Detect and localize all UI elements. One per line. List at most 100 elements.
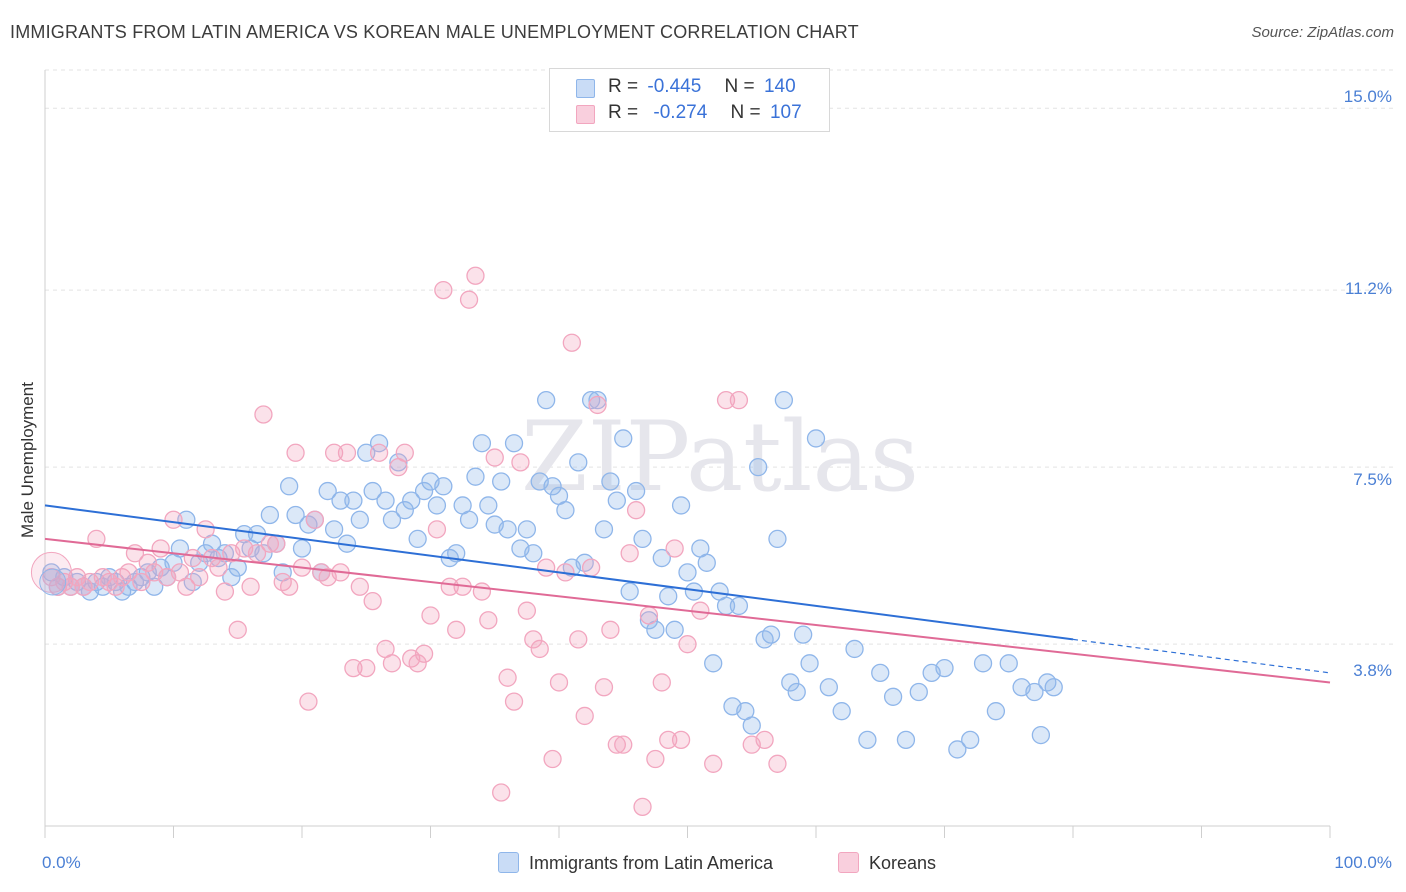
data-point-koreans [498,668,517,687]
data-point-koreans [659,730,678,750]
y-tick-label: 11.2% [1345,279,1392,298]
data-point-latin-america [871,663,890,683]
data-point-koreans [633,797,652,817]
chart-title: IMMIGRANTS FROM LATIN AMERICA VS KOREAN … [10,22,859,42]
data-point-latin-america [504,434,524,453]
data-point-koreans [768,754,787,773]
n-value: 107 [769,102,802,123]
trendline-extension-latin-america [1072,638,1331,674]
data-point-latin-america [408,529,427,549]
legend-label: Koreans [869,853,937,873]
data-point-latin-america [652,548,671,568]
data-point-latin-america [594,520,614,539]
data-point-koreans [196,520,215,539]
data-point-latin-america [742,716,761,735]
data-point-latin-america [569,453,588,472]
n-label: N = [724,76,755,97]
cluster-point-latin-america [39,568,67,596]
data-point-latin-america [556,501,575,520]
data-point-koreans [267,534,286,553]
n-value: 140 [763,76,796,97]
data-point-latin-america [363,481,382,501]
data-point-koreans [537,558,556,577]
data-point-latin-america [434,477,453,496]
data-point-koreans [164,510,183,529]
data-point-koreans [369,443,389,462]
data-point-koreans [286,443,305,462]
data-point-latin-america [601,472,620,491]
data-point-latin-america [376,491,395,510]
data-point-latin-america [800,654,819,673]
data-point-koreans [414,644,434,663]
data-point-latin-america [279,477,299,496]
data-point-koreans [350,577,369,596]
data-point-koreans [492,783,511,802]
data-point-latin-america [414,481,434,501]
data-point-latin-america [543,477,562,496]
data-point-latin-america [999,654,1018,673]
data-point-latin-america [614,429,633,448]
data-point-latin-america [896,730,916,750]
y-tick-label: 15.0% [1343,87,1392,106]
data-point-latin-america [768,529,787,549]
data-point-koreans [177,577,196,596]
data-point-latin-america [781,673,800,692]
data-point-latin-america [729,596,749,616]
data-point-latin-america [659,587,678,606]
data-point-latin-america [935,658,954,678]
data-point-latin-america [749,457,768,477]
data-point-latin-america [819,678,838,697]
data-point-koreans [485,448,504,467]
data-point-latin-america [588,391,607,410]
legend-item-latin-america: Immigrants from Latin America [498,852,773,876]
data-point-koreans [408,654,427,673]
correlation-legend: R = -0.445 N = 140 R = -0.274 N = 107 [549,68,830,132]
data-point-latin-america [537,391,556,410]
data-point-koreans [357,658,376,678]
cluster-point-koreans [30,551,72,593]
data-point-latin-america [845,639,864,659]
r-label: R = [608,102,639,123]
data-point-latin-america [1044,678,1063,697]
data-point-koreans [106,577,125,596]
data-point-latin-america [1031,725,1051,745]
data-point-koreans [459,290,479,309]
data-point-latin-america [639,611,659,630]
data-point-latin-america [524,544,543,563]
data-point-koreans [466,266,485,285]
data-point-koreans [299,692,318,711]
data-point-latin-america [633,529,652,549]
data-point-latin-america [761,625,781,644]
data-point-latin-america [369,434,389,453]
y-tick-label: 7.5% [1353,470,1392,489]
data-point-latin-america [286,505,305,525]
data-point-koreans [646,749,665,769]
data-point-koreans [678,635,697,654]
source-label: Source: ZipAtlas.com [1251,24,1394,41]
r-value: -0.445 [647,76,702,97]
data-point-latin-america [382,510,402,529]
trendline-koreans [44,537,1331,684]
data-point-latin-america [1025,682,1044,702]
data-point-koreans [472,582,492,601]
data-point-latin-america [344,491,363,510]
data-point-latin-america [331,491,350,510]
data-point-koreans [575,706,594,726]
data-point-koreans [324,443,344,462]
legend-swatch-pink [838,852,859,873]
data-point-koreans [530,639,549,659]
data-point-latin-america [427,496,447,515]
data-point-koreans [254,405,273,424]
data-point-koreans [395,443,414,462]
data-point-koreans [517,601,537,620]
data-point-koreans [562,333,581,352]
legend-swatch-blue [498,852,519,873]
data-point-koreans [729,391,749,410]
data-point-latin-america [806,429,826,448]
data-point-koreans [511,453,530,472]
data-point-latin-america [479,496,498,515]
watermark: ZIPatlas [521,401,919,513]
data-point-koreans [228,620,247,639]
data-point-latin-america [626,481,646,501]
